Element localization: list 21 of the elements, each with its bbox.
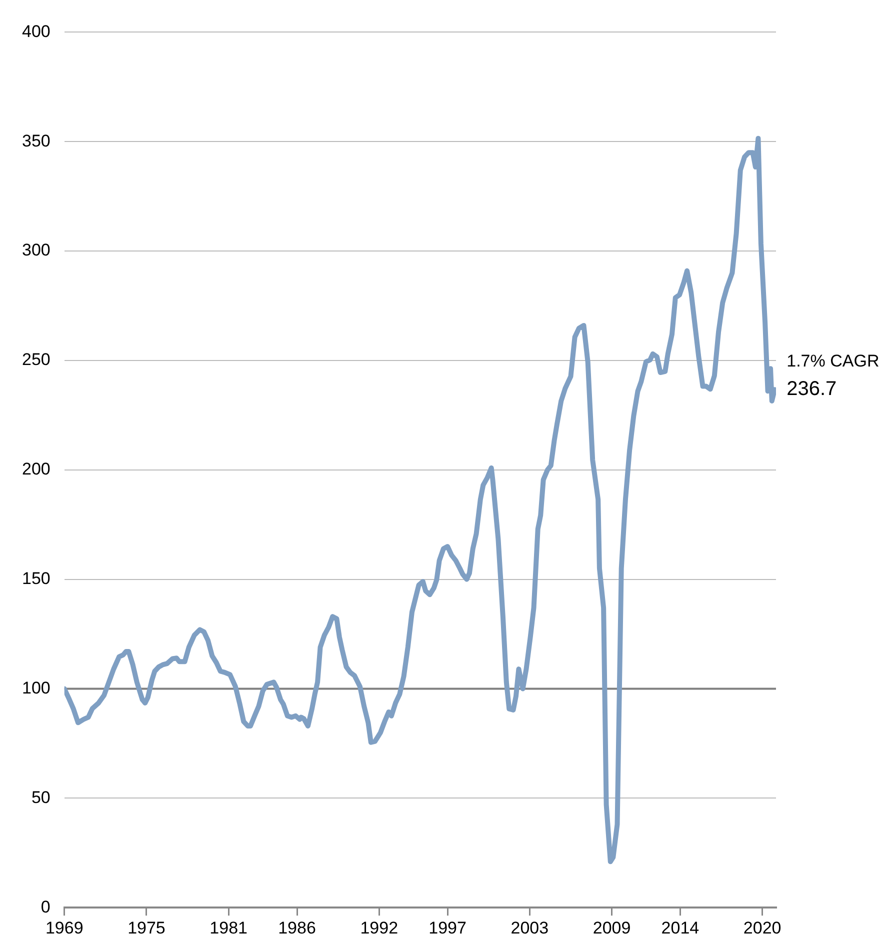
y-tick-label: 300 <box>22 240 50 260</box>
y-tick-label: 50 <box>31 788 50 807</box>
y-tick-label: 250 <box>22 350 50 370</box>
x-tick-label: 1997 <box>428 918 466 938</box>
x-tick-label: 2003 <box>510 918 549 938</box>
annotation: 236.7 <box>786 378 837 400</box>
x-tick-label: 2020 <box>743 918 782 938</box>
y-tick-label: 0 <box>40 897 50 916</box>
x-tick-label: 1969 <box>45 918 84 938</box>
x-tick-label: 1975 <box>128 918 166 938</box>
x-tick-label: 2014 <box>661 918 700 938</box>
text: 1.7% CAGR <box>786 351 880 370</box>
y-tick-label: 350 <box>22 131 50 150</box>
x-tick-label: 2009 <box>592 918 631 938</box>
y-tick-label: 100 <box>22 678 50 698</box>
y-tick-label: 400 <box>22 22 50 41</box>
y-tick-label: 150 <box>22 569 50 588</box>
y-tick-label: 200 <box>22 460 50 479</box>
x-tick-label: 1981 <box>210 918 248 938</box>
x-tick-label: 1986 <box>278 918 316 938</box>
x-tick-label: 1992 <box>360 918 398 938</box>
